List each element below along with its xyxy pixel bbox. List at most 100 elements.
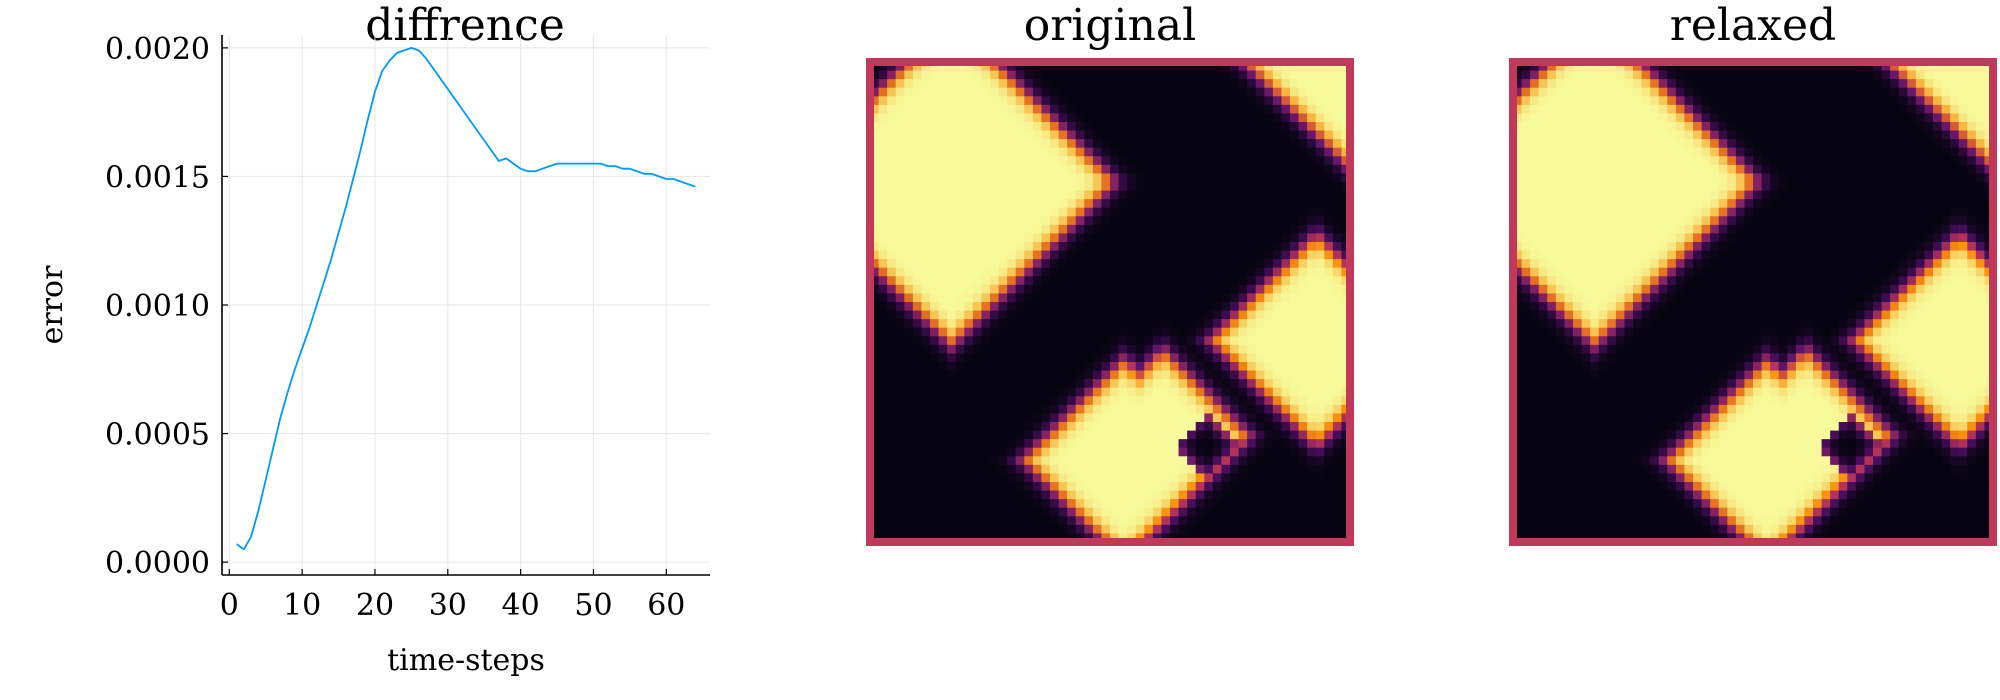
heatmap-cell <box>1187 482 1197 492</box>
heatmap-cell <box>1332 353 1343 363</box>
heatmap-cell <box>1212 250 1223 260</box>
heatmap-cell <box>1032 79 1043 89</box>
heatmap-cell <box>998 396 1008 406</box>
heatmap-cell <box>1007 199 1017 209</box>
heatmap-cell <box>1298 310 1308 320</box>
heatmap-cell <box>1573 207 1583 217</box>
heatmap-cell <box>1041 190 1051 200</box>
heatmap-cell <box>878 250 888 260</box>
heatmap-cell <box>1007 516 1017 526</box>
heatmap-cell <box>964 362 974 372</box>
heatmap-cell <box>1873 164 1883 175</box>
heatmap-cell <box>1521 233 1531 243</box>
heatmap-cell <box>1127 182 1137 192</box>
heatmap-cell <box>1761 147 1771 157</box>
heatmap-cell <box>1667 293 1677 303</box>
heatmap-cell <box>1778 276 1788 286</box>
heatmap-cell <box>1761 182 1771 192</box>
heatmap-cell <box>1204 156 1214 166</box>
heatmap-cell <box>1933 156 1943 166</box>
heatmap-cell <box>1924 259 1934 269</box>
heatmap-cell <box>1735 284 1746 295</box>
heatmap-cell <box>1212 139 1223 149</box>
heatmap-cell <box>1135 122 1145 132</box>
heatmap-cell <box>1735 190 1746 200</box>
heatmap-cell <box>1058 147 1068 157</box>
heatmap-cell <box>1127 293 1137 303</box>
heatmap-cell <box>972 62 983 72</box>
heatmap-cell <box>1084 156 1094 166</box>
heatmap-cell <box>1221 250 1231 260</box>
heatmap-cell <box>972 267 983 277</box>
heatmap-cell <box>1830 139 1840 149</box>
heatmap-cell <box>1950 113 1960 123</box>
heatmap-cell <box>1770 276 1780 286</box>
heatmap-cell <box>1332 319 1343 329</box>
heatmap-cell <box>1264 182 1274 192</box>
heatmap-cell <box>1324 507 1334 517</box>
heatmap-cell <box>1015 182 1025 192</box>
heatmap-cell <box>1530 284 1540 295</box>
heatmap-cell <box>1513 302 1523 312</box>
heatmap-cell <box>1855 139 1866 149</box>
heatmap-cell <box>1710 190 1720 200</box>
heatmap-cell <box>1564 224 1574 235</box>
heatmap-cell <box>1161 122 1171 132</box>
heatmap-cell <box>904 96 914 106</box>
heatmap-cell <box>1032 216 1043 226</box>
heatmap-cell <box>1238 413 1248 423</box>
heatmap-cell <box>895 336 905 346</box>
heatmap-cell <box>1041 173 1051 183</box>
heatmap-cell <box>912 396 923 406</box>
heatmap-cell <box>1195 439 1205 449</box>
heatmap-cell <box>1007 259 1017 269</box>
heatmap-cell <box>1607 233 1617 243</box>
heatmap-cell <box>1838 130 1848 140</box>
heatmap-cell <box>964 507 974 517</box>
heatmap-cell <box>1084 396 1094 406</box>
heatmap-cell <box>1307 379 1317 389</box>
heatmap-cell <box>1050 233 1060 243</box>
heatmap-cell <box>1753 250 1763 260</box>
heatmap-cell <box>1873 224 1883 235</box>
heatmap-cell <box>1161 379 1171 389</box>
heatmap-cell <box>1152 250 1163 260</box>
heatmap-cell <box>1050 199 1060 209</box>
heatmap-cell <box>1110 62 1120 72</box>
heatmap-cell <box>1770 319 1780 329</box>
heatmap-cell <box>1170 284 1180 295</box>
heatmap-cell <box>964 336 974 346</box>
heatmap-cell <box>1032 490 1043 500</box>
heatmap-cell <box>1238 319 1248 329</box>
heatmap-cell <box>1161 139 1171 149</box>
heatmap-cell <box>1838 216 1848 226</box>
heatmap-cell <box>1195 422 1205 432</box>
heatmap-cell <box>895 139 905 149</box>
heatmap-cell <box>1187 233 1197 243</box>
heatmap-cell <box>1813 242 1823 252</box>
heatmap-cell <box>1555 147 1566 157</box>
heatmap-cell <box>1727 62 1737 72</box>
heatmap-cell <box>1607 190 1617 200</box>
heatmap-cell <box>1933 87 1943 97</box>
heatmap-cell <box>1701 242 1711 252</box>
heatmap-cell <box>1144 507 1154 517</box>
heatmap-cell <box>1607 70 1617 80</box>
heatmap-cell <box>1598 207 1608 217</box>
heatmap-cell <box>1195 336 1205 346</box>
heatmap-cell <box>1633 207 1643 217</box>
heatmap-cell <box>1118 362 1128 372</box>
heatmap-cell <box>1127 404 1137 415</box>
heatmap-cell <box>1110 499 1120 509</box>
heatmap-cell <box>1658 130 1668 140</box>
heatmap-cell <box>1204 413 1214 423</box>
heatmap-cell <box>1530 113 1540 123</box>
heatmap-cell <box>1238 456 1248 466</box>
heatmap-cell <box>1641 87 1651 97</box>
heatmap-cell <box>1787 62 1797 72</box>
heatmap-cell <box>1975 62 1986 72</box>
heatmap-cell <box>1264 224 1274 235</box>
heatmap-cell <box>1204 242 1214 252</box>
heatmap-cell <box>1513 224 1523 235</box>
heatmap-cell <box>1598 147 1608 157</box>
